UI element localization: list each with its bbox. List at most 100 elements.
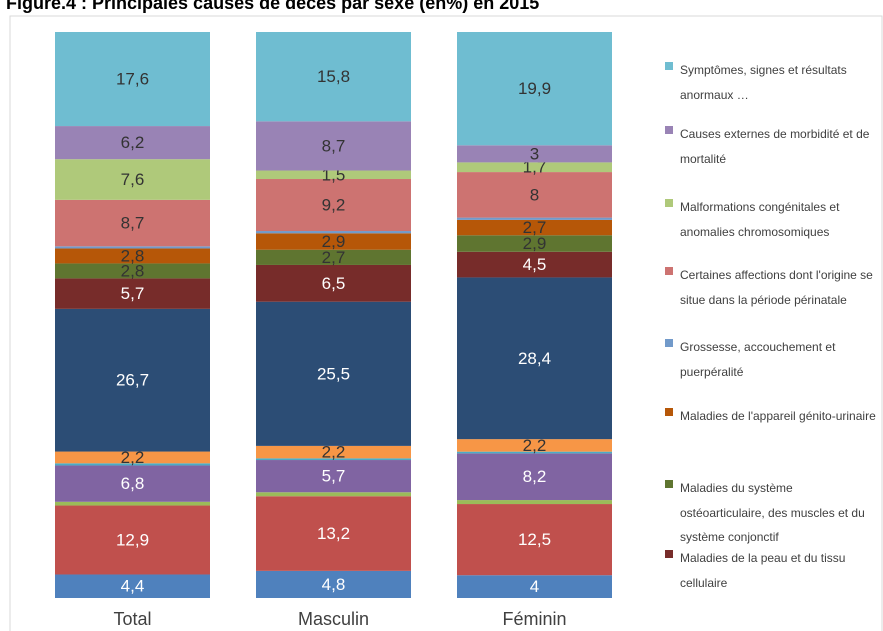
bar-segment — [256, 170, 411, 180]
data-label: 2,2 — [121, 448, 145, 467]
data-label: 9,2 — [322, 196, 346, 215]
bar-segment — [457, 277, 612, 440]
data-label: 26,7 — [116, 371, 149, 390]
legend-swatch — [665, 408, 673, 416]
bar-segment — [55, 32, 210, 127]
data-label: 2,9 — [322, 232, 346, 251]
bar-segment — [457, 162, 612, 173]
data-label: 28,4 — [518, 349, 551, 368]
data-label: 25,5 — [317, 364, 350, 383]
bar-segment — [55, 574, 210, 598]
data-label: 8 — [530, 185, 539, 204]
bar-segment — [256, 496, 411, 571]
legend-entry: Symptômes, signes et résultats anormaux … — [665, 58, 880, 107]
bar-segment — [256, 301, 411, 446]
bar-segment — [457, 251, 612, 278]
legend-label: Maladies du système ostéoarticulaire, de… — [680, 481, 865, 544]
legend-entry: Certaines affections dont l'origine se s… — [665, 263, 880, 312]
bar-segment — [256, 179, 411, 232]
legend-entry: Malformations congénitales et anomalies … — [665, 195, 880, 244]
data-label: 1,7 — [523, 158, 547, 177]
legend-swatch — [665, 62, 673, 70]
legend-label: Malformations congénitales et anomalies … — [680, 200, 840, 239]
bar-segment — [457, 500, 612, 505]
data-label: 13,2 — [317, 524, 350, 543]
bar-segment — [256, 231, 411, 234]
legend-swatch — [665, 199, 673, 207]
data-label: 4,5 — [523, 255, 547, 274]
data-label: 2,8 — [121, 246, 145, 265]
legend-swatch — [665, 480, 673, 488]
bar-segment — [55, 505, 210, 575]
data-label: 17,6 — [116, 70, 149, 89]
bar-segment — [457, 453, 612, 501]
bar-segment — [457, 235, 612, 252]
bar-segment — [256, 445, 411, 459]
data-label: 8,2 — [523, 467, 547, 486]
legend-entry: Causes externes de morbidité et de morta… — [665, 122, 880, 171]
data-label: 2,8 — [121, 261, 145, 280]
bar-segment — [457, 219, 612, 236]
bar-segment — [55, 278, 210, 309]
bar-segment — [55, 463, 210, 466]
data-label: 8,7 — [121, 214, 145, 233]
bar-segment — [55, 451, 210, 464]
legend-entry: Maladies de l'appareil génito-urinaire — [665, 404, 880, 429]
bar-segment — [55, 248, 210, 264]
legend-label: Symptômes, signes et résultats anormaux … — [680, 63, 847, 102]
data-label: 2,7 — [523, 218, 547, 237]
data-label: 6,2 — [121, 133, 145, 152]
bar-segment — [256, 492, 411, 497]
data-label: 12,9 — [116, 530, 149, 549]
data-label: 4,4 — [121, 577, 145, 596]
bar-segment — [457, 451, 612, 454]
x-tick-label: Total — [113, 609, 151, 629]
bar-segment — [457, 504, 612, 576]
legend-swatch — [665, 267, 673, 275]
legend-swatch — [665, 126, 673, 134]
data-label: 5,7 — [121, 284, 145, 303]
x-tick-label: Féminin — [502, 609, 566, 629]
legend-label: Grossesse, accouchement et puerpéralité — [680, 340, 836, 379]
bar-segment — [256, 121, 411, 171]
bar-segment — [256, 249, 411, 265]
data-label: 2,7 — [322, 248, 346, 267]
data-label: 6,5 — [322, 274, 346, 293]
bar-segment — [55, 199, 210, 247]
data-label: 3 — [530, 144, 539, 163]
data-label: 8,7 — [322, 136, 346, 155]
legend-label: Causes externes de morbidité et de morta… — [680, 127, 870, 166]
bar-segment — [256, 458, 411, 461]
data-label: 15,8 — [317, 67, 350, 86]
data-label: 2,9 — [523, 234, 547, 253]
legend-swatch — [665, 550, 673, 558]
data-label: 2,2 — [322, 443, 346, 462]
bar-segment — [55, 501, 210, 506]
data-label: 19,9 — [518, 79, 551, 98]
bar-segment — [457, 145, 612, 163]
bar-segment — [55, 308, 210, 452]
bar-segment — [55, 159, 210, 200]
bar-segment — [55, 465, 210, 502]
legend-label: Maladies de la peau et du tissu cellulai… — [680, 551, 846, 590]
chart-frame — [9, 15, 883, 631]
bar-segment — [457, 217, 612, 220]
data-label: 12,5 — [518, 530, 551, 549]
x-tick-label: Masculin — [298, 609, 369, 629]
data-label: 2,2 — [523, 436, 547, 455]
bar-segment — [55, 246, 210, 249]
bar-segment — [256, 233, 411, 250]
data-label: 4,8 — [322, 575, 346, 594]
bar-segment — [55, 263, 210, 279]
legend-label: Certaines affections dont l'origine se s… — [680, 268, 873, 307]
legend-entry: Grossesse, accouchement et puerpéralité — [665, 335, 880, 384]
legend-label: Maladies de l'appareil génito-urinaire — [680, 409, 876, 423]
chart-title: Figure.4 : Principales causes de décès p… — [6, 0, 539, 13]
bar-segment — [55, 126, 210, 160]
bar-segment — [256, 570, 411, 598]
data-label: 4 — [530, 577, 539, 596]
bar-segment — [457, 172, 612, 218]
bar-segment — [256, 32, 411, 122]
bar-segment — [457, 439, 612, 452]
bar-segment — [457, 32, 612, 146]
